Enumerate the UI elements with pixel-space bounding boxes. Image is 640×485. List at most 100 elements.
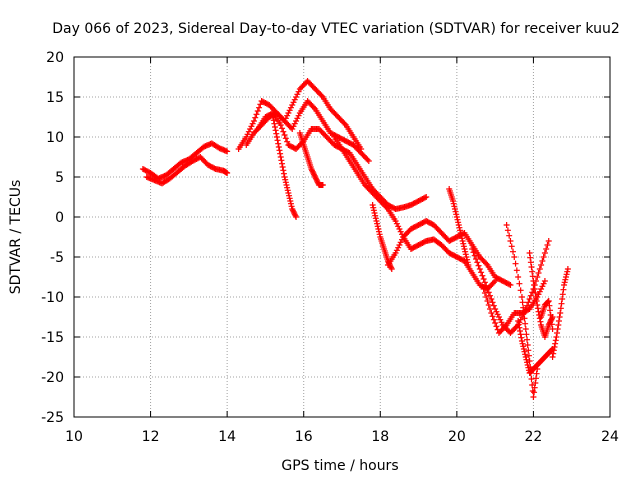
data-point <box>520 310 527 316</box>
data-point <box>544 242 551 248</box>
data-point <box>277 150 284 157</box>
data-point <box>529 289 536 296</box>
data-point <box>521 348 528 355</box>
data-point <box>481 290 488 296</box>
data-point <box>291 211 298 218</box>
data-point <box>535 270 542 276</box>
x-tick-label: 22 <box>525 429 543 445</box>
data-point <box>454 216 461 223</box>
data-point <box>374 220 381 227</box>
data-point <box>293 214 300 220</box>
data-point <box>531 389 538 396</box>
data-point <box>398 236 405 243</box>
data-point <box>287 104 294 111</box>
data-point <box>507 238 514 244</box>
y-tick-label: -5 <box>50 250 64 266</box>
data-point <box>506 232 513 239</box>
data-point <box>493 323 500 330</box>
data-point <box>485 302 492 308</box>
data-point <box>490 279 497 286</box>
data-point <box>536 315 543 322</box>
data-point <box>534 274 541 280</box>
data-point <box>376 231 383 238</box>
data-point <box>536 266 543 272</box>
data-point <box>522 354 529 360</box>
data-point <box>284 112 291 119</box>
data-point <box>564 266 571 272</box>
data-point <box>550 347 557 354</box>
data-point <box>487 306 494 312</box>
series-sat-j <box>384 218 514 288</box>
data-point <box>515 321 522 328</box>
data-point <box>537 318 544 325</box>
data-point <box>497 316 504 323</box>
data-point <box>524 359 531 366</box>
data-point <box>519 299 526 306</box>
data-point <box>534 302 541 308</box>
y-tick-label: -10 <box>41 290 64 306</box>
series-sat-h <box>331 134 499 292</box>
data-point <box>547 307 554 314</box>
series-sat-o <box>515 318 556 376</box>
data-point <box>289 206 296 212</box>
data-point <box>538 286 545 292</box>
data-point <box>557 305 564 312</box>
data-point <box>464 259 471 266</box>
data-point <box>547 312 554 318</box>
data-point <box>532 380 539 386</box>
data-point <box>374 223 381 230</box>
data-point <box>277 122 284 128</box>
data-point <box>245 128 252 135</box>
data-point <box>520 343 527 350</box>
data-point <box>562 274 569 280</box>
data-point <box>392 250 399 256</box>
data-point <box>523 356 530 363</box>
data-point <box>512 260 519 267</box>
data-point <box>526 250 533 256</box>
data-point <box>561 279 568 286</box>
x-tick-label: 14 <box>218 429 236 445</box>
data-point <box>476 266 483 272</box>
data-point <box>541 278 548 284</box>
data-point <box>544 299 551 306</box>
y-tick-label: -25 <box>41 410 64 426</box>
data-point <box>285 190 292 196</box>
data-point <box>287 200 294 207</box>
data-point <box>560 286 567 293</box>
chart-title: Day 066 of 2023, Sidereal Day-to-day VTE… <box>52 21 620 37</box>
data-point <box>515 274 522 280</box>
data-point <box>545 298 552 305</box>
y-tick-label: 15 <box>46 90 64 106</box>
series-sat-q <box>549 266 571 360</box>
data-point <box>469 246 476 252</box>
data-point <box>550 350 557 357</box>
data-point <box>516 324 523 331</box>
data-point <box>291 120 298 127</box>
data-point <box>543 246 550 252</box>
data-point <box>545 238 552 244</box>
data-point <box>563 271 570 278</box>
data-point <box>555 322 562 328</box>
series-sat-i <box>369 202 395 272</box>
data-point <box>283 182 290 188</box>
data-point <box>485 289 492 296</box>
data-point <box>284 187 291 194</box>
data-point <box>310 171 317 178</box>
data-point <box>555 318 562 324</box>
data-point <box>396 242 403 248</box>
data-point <box>483 294 490 300</box>
data-point <box>375 226 382 232</box>
tick-layer: 10 12 14 16 18 20 22 24 20 15 10 5 0 -5 -10 -15 -20 -25 <box>41 50 619 445</box>
data-point <box>460 243 467 250</box>
data-point <box>549 326 556 332</box>
data-point <box>456 224 463 231</box>
data-point <box>392 218 399 224</box>
data-point <box>489 313 496 320</box>
data-point <box>250 118 257 124</box>
data-point <box>545 322 552 328</box>
data-point <box>286 107 293 114</box>
y-tick-label: 0 <box>55 210 64 226</box>
data-point <box>524 362 531 368</box>
data-point <box>518 338 525 344</box>
